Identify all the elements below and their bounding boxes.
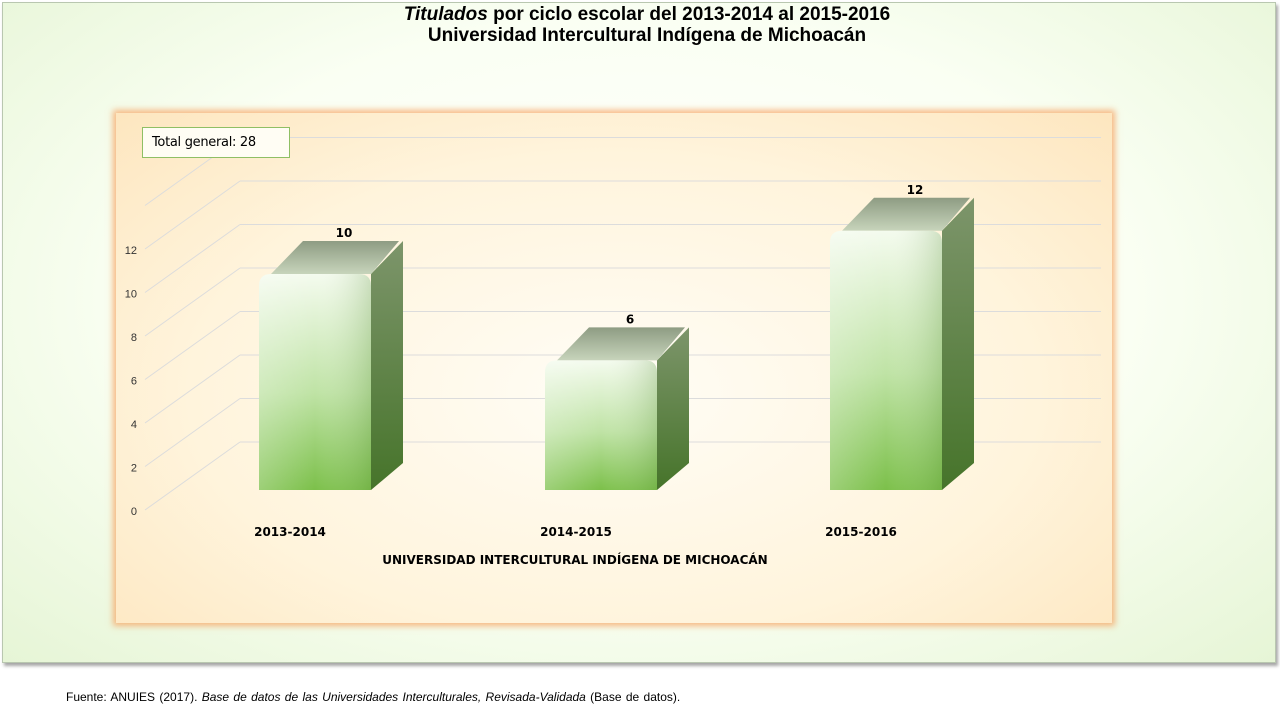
y-tick-label: 6 — [131, 376, 137, 388]
y-tick-label: 12 — [125, 245, 137, 257]
total-general-label: Total general: 28 — [142, 127, 290, 158]
bar-value-label: 10 — [336, 226, 353, 240]
footer-prefix: Fuente: ANUIES (2017). — [66, 690, 202, 704]
x-category-label: 2013-2014 — [254, 525, 326, 539]
gridline-diagonal — [144, 180, 241, 250]
y-tick-label: 0 — [131, 506, 137, 518]
gridline-diagonal — [144, 354, 241, 424]
y-tick-label: 10 — [125, 289, 137, 301]
title-line-2: Universidad Intercultural Indígena de Mi… — [427, 25, 867, 46]
bar-front-shade — [545, 360, 657, 490]
gridline-diagonal — [144, 311, 241, 380]
gridline-diagonal — [144, 398, 241, 467]
source-footnote: Fuente: ANUIES (2017). Base de datos de … — [66, 690, 680, 704]
y-tick-label: 2 — [131, 463, 137, 475]
title-italic: Titulados — [403, 4, 488, 25]
bar-top — [842, 197, 970, 231]
bar-value-label: 6 — [626, 312, 634, 326]
x-category-label: 2014-2015 — [540, 525, 612, 539]
gridline-diagonal — [144, 224, 241, 293]
footer-italic: Base de datos de las Universidades Inter… — [201, 690, 586, 704]
x-category-label: 2015-2016 — [825, 525, 897, 539]
y-tick-label: 4 — [131, 419, 137, 431]
bar-top — [557, 327, 685, 361]
footer-suffix: (Base de datos). — [585, 690, 681, 704]
title-line-1: Titulados por ciclo escolar del 2013-201… — [0, 4, 1280, 25]
chart-title: Titulados por ciclo escolar del 2013-201… — [0, 4, 1280, 46]
bar-top — [271, 241, 399, 274]
bar-side — [657, 327, 689, 490]
bar-front-shade — [259, 274, 371, 490]
bar-front-shade — [830, 230, 942, 491]
gridline-diagonal — [144, 267, 241, 337]
y-tick-label: 8 — [131, 332, 137, 344]
bar-side — [371, 241, 403, 490]
gridline-diagonal — [144, 441, 241, 511]
bar-value-label: 12 — [907, 183, 924, 197]
bar-side — [942, 197, 974, 491]
title-rest: por ciclo escolar del 2013-2014 al 2015-… — [487, 4, 891, 25]
x-axis-title: UNIVERSIDAD INTERCULTURAL INDÍGENA DE MI… — [382, 552, 767, 567]
